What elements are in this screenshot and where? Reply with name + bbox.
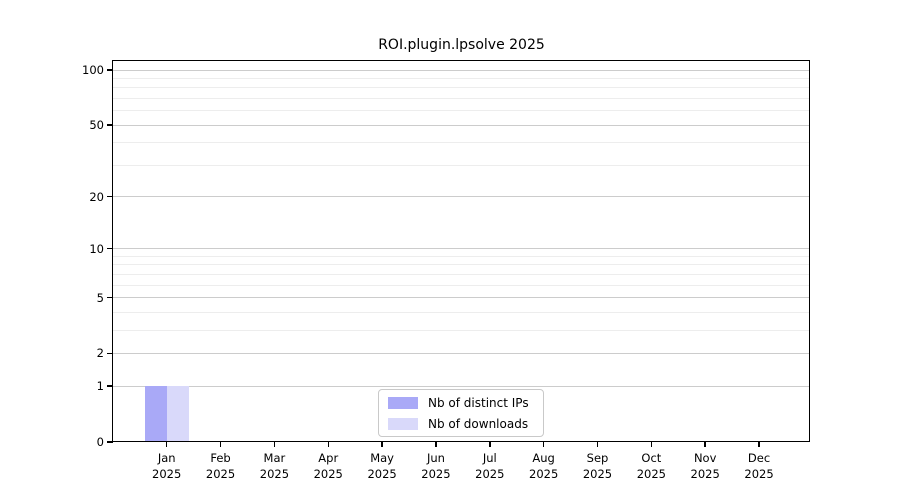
x-tick-label-sep: Sep 2025 — [582, 451, 613, 481]
y-tick-mark — [107, 247, 113, 250]
legend-swatch-downloads — [388, 417, 418, 430]
y-tick-mark — [107, 385, 113, 387]
gridline-minor — [113, 77, 810, 79]
gridline-minor — [113, 110, 810, 112]
gridline-minor — [113, 142, 810, 144]
x-tick-label-may: May 2025 — [367, 451, 397, 481]
gridline-major — [113, 69, 810, 71]
legend-item-distinct-ips: Nb of distinct IPs — [388, 393, 534, 412]
y-tick-mark — [107, 124, 113, 126]
x-tick-label-mar: Mar 2025 — [259, 451, 290, 481]
x-tick-mark — [435, 442, 437, 447]
legend-label-distinct-ips: Nb of distinct IPs — [428, 395, 529, 410]
gridline-minor — [113, 329, 810, 331]
gridline-major — [113, 196, 810, 198]
gridline-major — [113, 385, 810, 387]
y-tick-label: 50 — [89, 118, 104, 133]
chart-title: ROI.plugin.lpsolve 2025 — [378, 37, 545, 53]
x-tick-mark — [273, 442, 276, 447]
y-tick-mark — [107, 195, 113, 198]
y-tick-label: 20 — [89, 189, 104, 204]
gridline-major — [113, 124, 810, 126]
gridline-minor — [113, 311, 810, 313]
x-tick-label-feb: Feb 2025 — [205, 451, 236, 481]
x-tick-mark — [704, 442, 706, 447]
x-tick-mark — [219, 442, 222, 447]
y-tick-mark — [107, 441, 113, 443]
gridline-minor — [113, 273, 810, 275]
gridline-major — [113, 352, 810, 354]
y-tick-mark — [107, 352, 113, 355]
gridline-minor — [113, 164, 810, 166]
y-tick-label: 0 — [96, 435, 104, 449]
x-tick-label-dec: Dec 2025 — [744, 451, 774, 481]
x-tick-mark — [542, 442, 545, 447]
x-tick-label-jun: Jun 2025 — [421, 451, 451, 481]
x-tick-mark — [327, 442, 329, 447]
legend-swatch-distinct-ips — [388, 396, 418, 409]
x-tick-label-aug: Aug 2025 — [529, 451, 559, 481]
x-tick-mark — [381, 442, 383, 447]
gridline-minor — [113, 255, 810, 257]
gridline-minor — [113, 264, 810, 266]
x-tick-label-jan: Jan 2025 — [152, 451, 182, 481]
x-tick-mark — [596, 442, 599, 447]
x-tick-label-oct: Oct 2025 — [636, 451, 666, 481]
y-tick-label: 1 — [96, 379, 104, 394]
y-tick-mark — [107, 296, 113, 299]
gridline-major — [113, 248, 810, 250]
x-tick-label-apr: Apr 2025 — [313, 451, 343, 481]
x-tick-mark — [650, 442, 653, 447]
y-tick-label: 2 — [96, 346, 104, 361]
legend-label-downloads: Nb of downloads — [428, 416, 529, 431]
bar-jan-1 — [166, 386, 189, 442]
gridline-major — [113, 297, 810, 299]
legend: Nb of distinct IPs Nb of downloads — [378, 389, 544, 437]
x-tick-mark — [758, 442, 760, 447]
x-tick-mark — [165, 442, 168, 447]
x-tick-label-nov: Nov 2025 — [690, 451, 720, 481]
bar-jan-0 — [144, 386, 167, 442]
y-tick-label: 100 — [82, 63, 104, 77]
gridline-minor — [113, 87, 810, 89]
y-tick-label: 5 — [96, 290, 104, 305]
y-tick-label: 10 — [89, 241, 104, 256]
legend-item-downloads: Nb of downloads — [388, 414, 534, 433]
x-tick-label-jul: Jul 2025 — [475, 451, 505, 481]
y-tick-mark — [107, 69, 113, 71]
x-tick-mark — [489, 442, 491, 447]
gridline-minor — [113, 97, 810, 99]
gridline-minor — [113, 284, 810, 286]
